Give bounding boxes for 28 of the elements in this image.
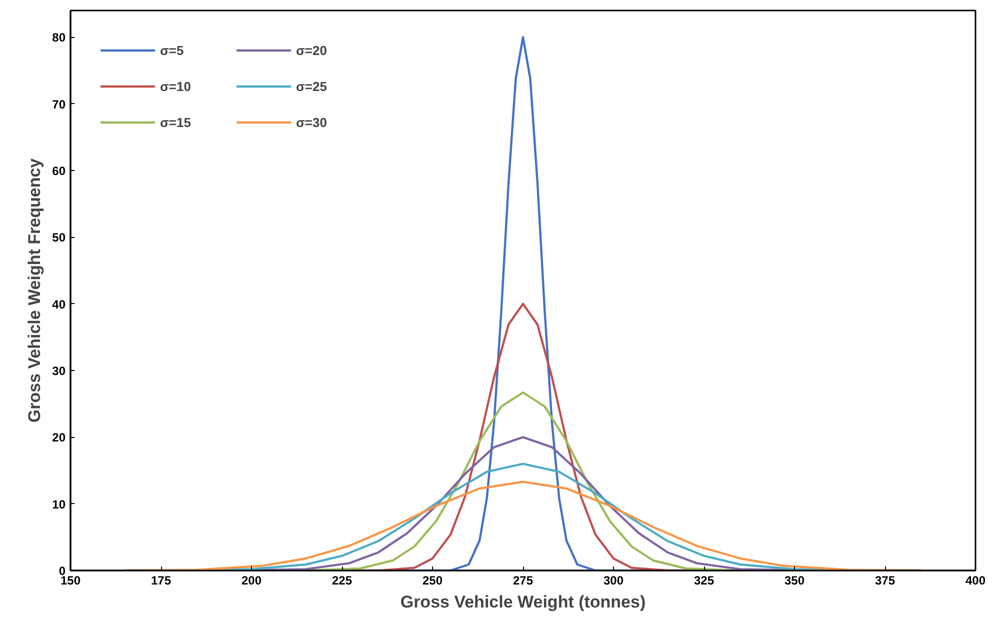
x-axis-title: Gross Vehicle Weight (tonnes)	[400, 592, 646, 612]
legend-label: σ=15	[160, 114, 192, 130]
y-tick-label: 40	[52, 297, 66, 312]
x-tick-label: 200	[241, 574, 262, 588]
y-tick-label: 80	[52, 30, 66, 45]
legend-label: σ=30	[296, 114, 328, 130]
legend-label: σ=10	[160, 78, 192, 94]
y-axis-title: Gross Vehicle Weight Frequency	[25, 158, 44, 423]
x-tick-label: 325	[694, 574, 714, 588]
x-tick-label: 375	[874, 574, 896, 588]
x-tick-label: 225	[332, 574, 352, 588]
y-tick-label: 60	[52, 164, 66, 178]
x-tick-label: 175	[150, 574, 172, 588]
legend-label: σ=25	[296, 78, 328, 94]
legend-label: σ=5	[160, 42, 185, 58]
y-tick-label: 20	[52, 430, 66, 445]
x-tick-label: 275	[512, 574, 534, 588]
y-tick-label: 70	[52, 97, 66, 112]
x-tick-label: 150	[60, 574, 81, 588]
x-tick-label: 250	[422, 574, 443, 588]
legend-label: σ=20	[296, 42, 328, 58]
x-tick-label: 350	[784, 574, 805, 588]
x-tick-label: 300	[603, 574, 624, 588]
y-tick-label: 50	[52, 230, 66, 245]
y-tick-label: 10	[52, 497, 66, 512]
y-tick-label: 30	[52, 364, 66, 378]
line-series	[124, 480, 922, 570]
x-tick-label: 400	[965, 574, 986, 588]
